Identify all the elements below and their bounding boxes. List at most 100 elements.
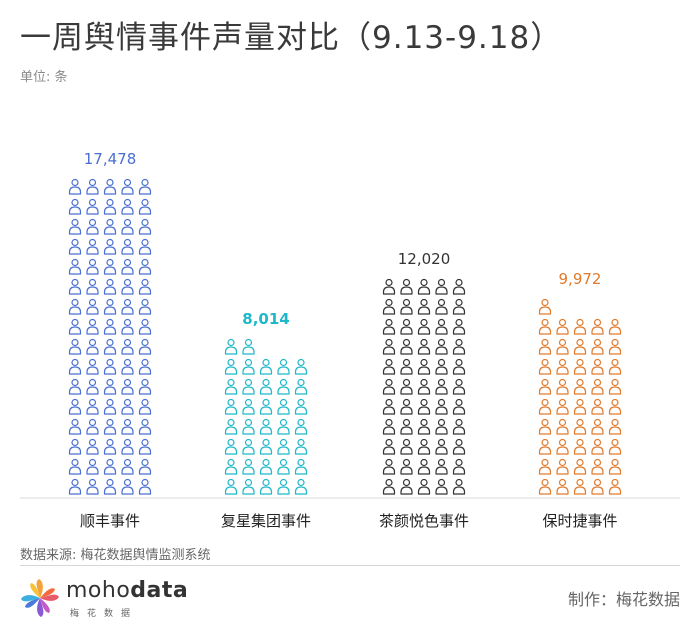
person-icon [538, 358, 552, 375]
person-icon [242, 358, 255, 375]
person-icon [452, 358, 466, 375]
person-icon [417, 338, 431, 355]
person-icon [86, 318, 99, 335]
person-icon [382, 478, 396, 495]
credit-label: 制作：梅花数据 [567, 590, 680, 609]
bar-group [68, 178, 152, 495]
person-icon [121, 198, 134, 215]
person-icon [573, 358, 587, 375]
bar-group [224, 338, 308, 495]
person-icon [103, 418, 117, 435]
person-icon [138, 338, 152, 355]
person-icon [608, 398, 622, 415]
person-icon [452, 298, 466, 315]
person-icon [294, 438, 308, 455]
person-icon [417, 378, 431, 395]
chart-title: 一周舆情事件声量对比（9.13-9.18） [20, 20, 563, 56]
person-icon [591, 438, 604, 455]
person-icon [242, 478, 255, 495]
person-icon [86, 238, 99, 255]
person-icon [573, 338, 587, 355]
person-icon [103, 378, 117, 395]
person-icon [382, 378, 396, 395]
person-icon [242, 378, 255, 395]
person-icon [452, 338, 466, 355]
person-icon [138, 318, 152, 335]
person-icon [452, 438, 466, 455]
person-icon [224, 378, 238, 395]
person-icon [417, 358, 431, 375]
person-icon [400, 478, 413, 495]
person-icon [400, 278, 413, 295]
person-icon [452, 278, 466, 295]
pinwheel-logo-icon [21, 579, 59, 617]
brand-subtitle: 梅花数据 [70, 609, 139, 619]
person-icon [259, 398, 273, 415]
person-icon [538, 378, 552, 395]
person-icon [435, 318, 448, 335]
person-icon [294, 398, 308, 415]
unit-label: 单位: 条 [20, 70, 68, 85]
data-label: 9,972 [559, 270, 602, 288]
person-icon [382, 358, 396, 375]
person-icon [259, 418, 273, 435]
person-icon [68, 438, 82, 455]
person-icon [435, 298, 448, 315]
person-icon [452, 458, 466, 475]
person-icon [417, 458, 431, 475]
person-icon [224, 338, 238, 355]
person-icon [103, 358, 117, 375]
person-icon [103, 398, 117, 415]
category-label: 茶颜悦色事件 [379, 512, 469, 530]
person-icon [259, 358, 273, 375]
person-icon [452, 318, 466, 335]
category-label: 顺丰事件 [80, 512, 140, 530]
person-icon [224, 438, 238, 455]
person-icon [259, 478, 273, 495]
person-icon [591, 358, 604, 375]
person-icon [121, 318, 134, 335]
person-icon [382, 418, 396, 435]
person-icon [68, 338, 82, 355]
person-icon [86, 258, 99, 275]
person-icon [417, 478, 431, 495]
person-icon [103, 438, 117, 455]
person-icon [556, 358, 569, 375]
person-icon [573, 458, 587, 475]
person-icon [138, 478, 152, 495]
person-icon [417, 398, 431, 415]
person-icon [86, 398, 99, 415]
person-icon [556, 438, 569, 455]
person-icon [591, 478, 604, 495]
person-icon [400, 298, 413, 315]
bar-group [382, 278, 466, 495]
person-icon [277, 378, 290, 395]
person-icon [400, 358, 413, 375]
person-icon [259, 458, 273, 475]
person-icon [556, 338, 569, 355]
person-icon [382, 278, 396, 295]
person-icon [138, 278, 152, 295]
person-icon [103, 278, 117, 295]
person-icon [573, 438, 587, 455]
person-icon [138, 178, 152, 195]
person-icon [121, 438, 134, 455]
person-icon [138, 358, 152, 375]
person-icon [103, 318, 117, 335]
person-icon [68, 378, 82, 395]
data-label: 8,014 [242, 310, 289, 328]
person-icon [121, 458, 134, 475]
bar-group [538, 298, 622, 495]
person-icon [400, 418, 413, 435]
person-icon [86, 358, 99, 375]
person-icon [435, 458, 448, 475]
person-icon [608, 478, 622, 495]
person-icon [452, 478, 466, 495]
person-icon [121, 338, 134, 355]
person-icon [86, 478, 99, 495]
footer-divider [20, 565, 680, 566]
person-icon [573, 318, 587, 335]
person-icon [242, 458, 255, 475]
person-icon [608, 378, 622, 395]
person-icon [277, 458, 290, 475]
